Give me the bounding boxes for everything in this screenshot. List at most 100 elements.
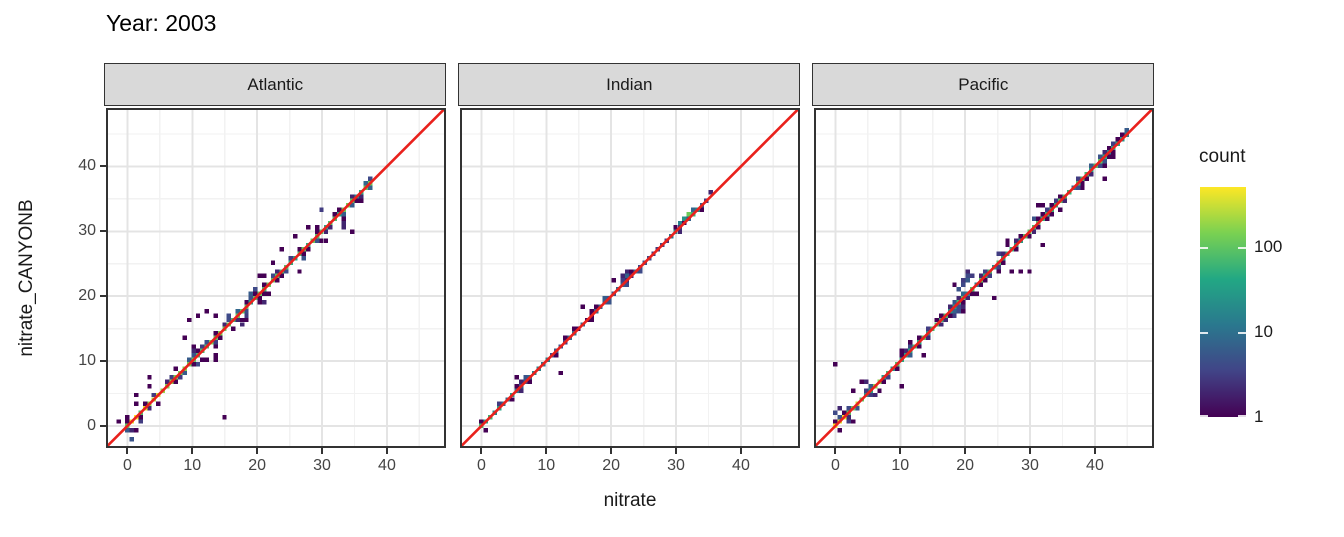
panel-border: [460, 108, 800, 448]
count-bin: [187, 357, 192, 362]
count-bin: [943, 317, 948, 323]
count-bin: [134, 392, 139, 398]
count-bin: [288, 256, 293, 261]
count-bin: [1084, 176, 1090, 181]
count-bin: [292, 234, 298, 239]
count-bin: [275, 269, 280, 274]
x-tick-label: 10: [183, 457, 202, 474]
count-bin: [262, 300, 267, 305]
count-bin: [974, 291, 979, 296]
count-bin: [992, 295, 997, 301]
x-tick-mark: [1093, 448, 1096, 454]
count-bin: [518, 388, 524, 393]
facet-strip-atlantic: Atlantic: [104, 63, 447, 106]
count-bin: [611, 278, 616, 283]
count-bin: [483, 428, 488, 433]
x-tick-mark: [610, 448, 613, 454]
count-bin: [222, 414, 227, 420]
count-bin: [925, 326, 931, 332]
identity-line: [814, 108, 1154, 448]
count-bin: [1102, 176, 1107, 181]
count-bin: [1031, 229, 1037, 234]
count-bin: [1045, 207, 1050, 212]
count-bin: [952, 300, 957, 305]
count-bin: [1049, 211, 1054, 217]
count-bin: [939, 322, 944, 327]
count-bin: [1124, 128, 1129, 133]
count-bin: [350, 194, 355, 199]
x-tick-label: 10: [891, 457, 910, 474]
count-bin: [965, 278, 970, 283]
x-tick-label: 30: [313, 457, 331, 474]
count-bin: [987, 273, 992, 279]
count-bin: [961, 300, 966, 305]
count-bin: [952, 309, 957, 314]
x-tick-mark: [385, 448, 388, 454]
count-bin: [961, 278, 966, 283]
x-axis-title: nitrate: [603, 490, 657, 511]
plot-panel-atlantic: [106, 108, 446, 448]
count-bin: [514, 375, 519, 380]
count-bin: [833, 362, 838, 367]
count-bin: [947, 313, 953, 318]
count-bin: [846, 414, 851, 420]
count-bin: [1080, 185, 1085, 190]
count-bin: [239, 317, 245, 323]
count-bin: [204, 357, 209, 362]
count-bin: [996, 251, 1001, 257]
y-tick-mark: [100, 360, 106, 363]
count-bin: [886, 375, 891, 380]
identity-line: [460, 108, 800, 448]
count-bin: [1111, 141, 1116, 146]
count-bin: [138, 414, 143, 420]
count-bin: [691, 207, 696, 212]
count-bin: [686, 211, 691, 217]
count-bin: [235, 317, 240, 323]
x-tick-label: 10: [537, 457, 556, 474]
x-tick-mark: [739, 448, 742, 454]
count-bin: [1027, 269, 1032, 274]
count-bin: [624, 282, 630, 287]
count-bin: [934, 317, 940, 323]
count-bin: [961, 291, 966, 296]
count-bin: [1075, 176, 1081, 181]
x-tick-label: 0: [122, 457, 132, 474]
x-tick-label: 40: [1086, 457, 1104, 474]
count-bin: [589, 309, 594, 314]
count-bin: [151, 392, 157, 398]
count-bin: [156, 401, 161, 407]
y-tick-label: 10: [78, 352, 96, 370]
panel-border: [106, 108, 446, 448]
count-bin: [620, 278, 625, 283]
x-tick-label: 20: [956, 457, 975, 474]
count-bin: [1000, 260, 1006, 265]
count-bin: [367, 185, 373, 190]
x-tick-mark: [321, 448, 324, 454]
panel-border: [814, 108, 1154, 448]
count-bin: [1106, 145, 1112, 151]
legend-colorbar: [1200, 187, 1246, 417]
x-tick-label: 30: [667, 457, 685, 474]
x-tick-label: 20: [248, 457, 267, 474]
x-tick-label: 40: [378, 457, 396, 474]
count-bin: [350, 203, 355, 208]
count-bin: [200, 344, 205, 349]
count-bin: [337, 207, 342, 212]
count-bin: [921, 353, 926, 358]
count-bin: [682, 216, 687, 221]
count-bin: [169, 375, 174, 380]
count-bin: [855, 406, 860, 411]
count-bin: [917, 335, 922, 340]
facet-strip-pacific: Pacific: [812, 63, 1155, 106]
count-bin: [1049, 203, 1054, 208]
count-bin: [147, 375, 152, 380]
count-bin: [1102, 163, 1107, 168]
count-bin: [1080, 181, 1085, 186]
y-tick-mark: [100, 230, 106, 233]
count-bin: [270, 273, 276, 279]
count-bin: [956, 295, 962, 301]
count-bin: [125, 419, 130, 424]
count-bin: [213, 339, 218, 345]
count-bin: [1040, 242, 1045, 248]
